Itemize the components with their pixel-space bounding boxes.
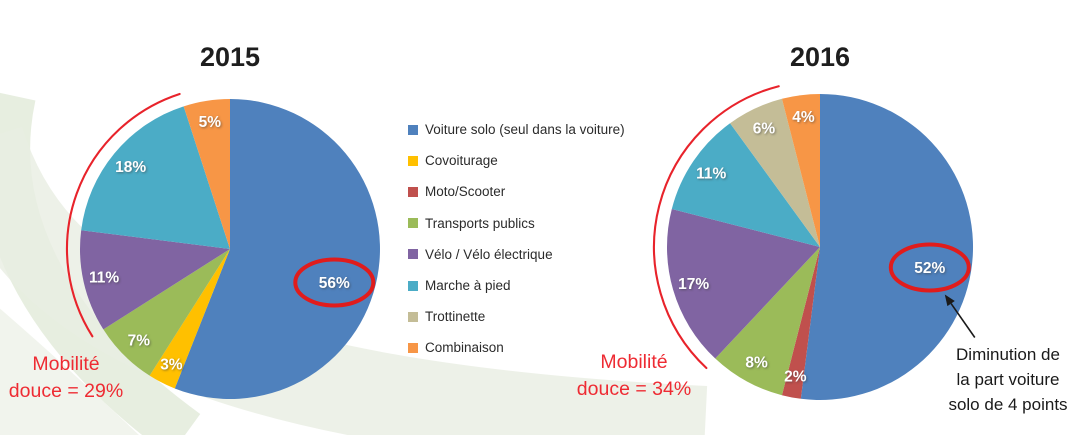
legend-swatch-marche-a-pied — [408, 280, 418, 291]
legend-label: Trottinette — [425, 309, 486, 325]
slice-label-voiture-solo-seul-dans-la-voiture: 56% — [319, 275, 350, 292]
slice-moto-scooter — [781, 247, 820, 399]
pie-chart-2015: 56% 3% 7% 11% 18% 5% — [65, 92, 380, 399]
legend-item-voiture-solo-seul-dans-la-voiture: Voiture solo (seul dans la voiture) — [408, 114, 625, 145]
text-line: douce = 34% — [576, 378, 692, 400]
highlight-circle — [293, 257, 376, 308]
slice-label-combinaison: 4% — [792, 109, 815, 126]
slice-voiture-solo-seul-dans-la-voiture — [174, 99, 380, 399]
annotation-arrowhead — [944, 294, 955, 307]
slice-label-voiture-solo-seul-dans-la-voiture: 52% — [914, 260, 945, 277]
slice-label-covoiturage: 3% — [160, 356, 183, 373]
slice-label-trottinette: 6% — [753, 120, 776, 137]
slice-transports-publics — [715, 247, 820, 396]
text-line: Diminution de — [956, 345, 1060, 364]
legend-label: Voiture solo (seul dans la voiture) — [425, 122, 625, 138]
slice-label-velo-velo-electrique: 17% — [678, 276, 709, 293]
legend-item-covoiturage: Covoiturage — [408, 145, 625, 176]
slice-combinaison — [183, 99, 230, 249]
highlight-circle — [888, 242, 971, 293]
slice-label-moto-scooter: 2% — [784, 369, 807, 386]
legend-swatch-combinaison — [408, 342, 418, 353]
text-line: la part voiture — [956, 370, 1060, 389]
text-line: douce = 29% — [8, 380, 124, 402]
text-line: Mobilité — [32, 353, 100, 375]
legend-swatch-trottinette — [408, 311, 418, 322]
slice-voiture-solo-seul-dans-la-voiture — [800, 94, 974, 400]
legend-item-moto-scooter: Moto/Scooter — [408, 176, 625, 207]
legend-swatch-velo-velo-electrique — [408, 249, 418, 260]
soft-mobility-arc — [652, 85, 780, 370]
soft-mobility-label-2015: Mobilité douce = 29% — [2, 351, 130, 405]
slice-label-combinaison: 5% — [199, 114, 222, 131]
slice-label-transports-publics: 7% — [128, 333, 151, 350]
slice-label-velo-velo-electrique: 11% — [89, 270, 119, 287]
legend-label: Transports publics — [425, 215, 535, 231]
text-line: Mobilité — [600, 351, 668, 373]
chart-title-2016: 2016 — [789, 42, 851, 72]
legend-swatch-moto-scooter — [408, 186, 418, 197]
slice-label-transports-publics: 8% — [745, 355, 768, 372]
legend-swatch-transports-publics — [408, 218, 418, 229]
legend-item-marche-a-pied: Marche à pied — [408, 270, 625, 301]
legend-swatch-voiture-solo-seul-dans-la-voiture — [408, 124, 418, 135]
annotation-arrow-line — [950, 303, 976, 338]
slice-velo-velo-electrique — [79, 230, 230, 330]
slice-marche-a-pied — [671, 123, 820, 247]
swoosh-fill — [0, 308, 139, 435]
slice-marche-a-pied — [81, 106, 231, 249]
slice-combinaison — [781, 94, 820, 247]
slice-label-marche-a-pied: 11% — [696, 165, 726, 182]
chart-legend: Voiture solo (seul dans la voiture) Covoi… — [408, 114, 625, 364]
text-line: solo de 4 points — [948, 395, 1068, 414]
slice-velo-velo-electrique — [667, 208, 820, 359]
legend-swatch-covoiturage — [408, 155, 418, 166]
slice-covoiturage — [149, 249, 230, 389]
legend-item-velo-velo-electrique: Vélo / Vélo électrique — [408, 239, 625, 270]
legend-label: Vélo / Vélo électrique — [425, 246, 553, 262]
legend-label: Combinaison — [425, 340, 504, 356]
legend-item-trottinette: Trottinette — [408, 301, 625, 332]
legend-item-combinaison: Combinaison — [408, 332, 625, 363]
decrease-note: Diminution de la part voiture solo de 4 po… — [928, 342, 1088, 417]
legend-item-transports-publics: Transports publics — [408, 208, 625, 239]
soft-mobility-label-2016: Mobilité douce = 34% — [570, 349, 698, 403]
pie-chart-2016: 52% 2% 8% 17% 11% 6% 4% — [652, 85, 976, 400]
legend-label: Moto/Scooter — [425, 184, 506, 200]
slice-transports-publics — [103, 249, 230, 376]
legend-label: Covoiturage — [425, 153, 498, 169]
slice-label-marche-a-pied: 18% — [115, 159, 146, 176]
legend-label: Marche à pied — [425, 278, 511, 294]
soft-mobility-arc — [65, 92, 181, 338]
slice-trottinette — [730, 98, 820, 247]
chart-title-2015: 2015 — [199, 42, 261, 72]
